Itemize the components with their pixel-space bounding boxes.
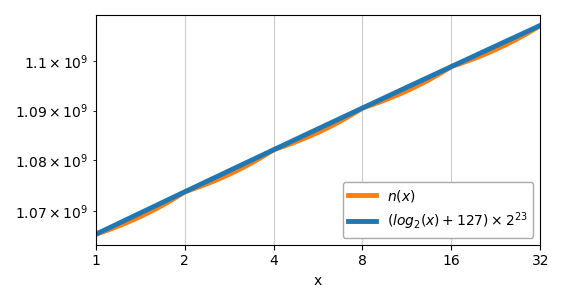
$(log_2(x) + 127) \times 2^{23}$	[343, 114, 350, 117]
Legend: $n(x)$, $(log_2(x) + 127) \times 2^{23}$: $n(x)$, $(log_2(x) + 127) \times 2^{23}$	[343, 182, 534, 238]
$n(x)$	[449, 64, 456, 68]
$n(x)$	[199, 184, 205, 188]
$n(x)$	[92, 232, 99, 236]
Line: $n(x)$: $n(x)$	[96, 25, 540, 234]
$(log_2(x) + 127) \times 2^{23}$	[537, 24, 544, 27]
Line: $(log_2(x) + 127) \times 2^{23}$: $(log_2(x) + 127) \times 2^{23}$	[96, 25, 540, 234]
$(log_2(x) + 127) \times 2^{23}$	[199, 182, 205, 186]
$n(x)$	[227, 172, 233, 176]
$(log_2(x) + 127) \times 2^{23}$	[449, 64, 456, 68]
$n(x)$	[537, 24, 544, 27]
$n(x)$	[343, 116, 350, 119]
$(log_2(x) + 127) \times 2^{23}$	[227, 168, 233, 172]
$n(x)$	[109, 227, 116, 230]
X-axis label: x: x	[314, 274, 322, 288]
$n(x)$	[530, 28, 537, 32]
$(log_2(x) + 127) \times 2^{23}$	[109, 225, 116, 228]
$(log_2(x) + 127) \times 2^{23}$	[92, 232, 99, 236]
$(log_2(x) + 127) \times 2^{23}$	[530, 27, 537, 30]
